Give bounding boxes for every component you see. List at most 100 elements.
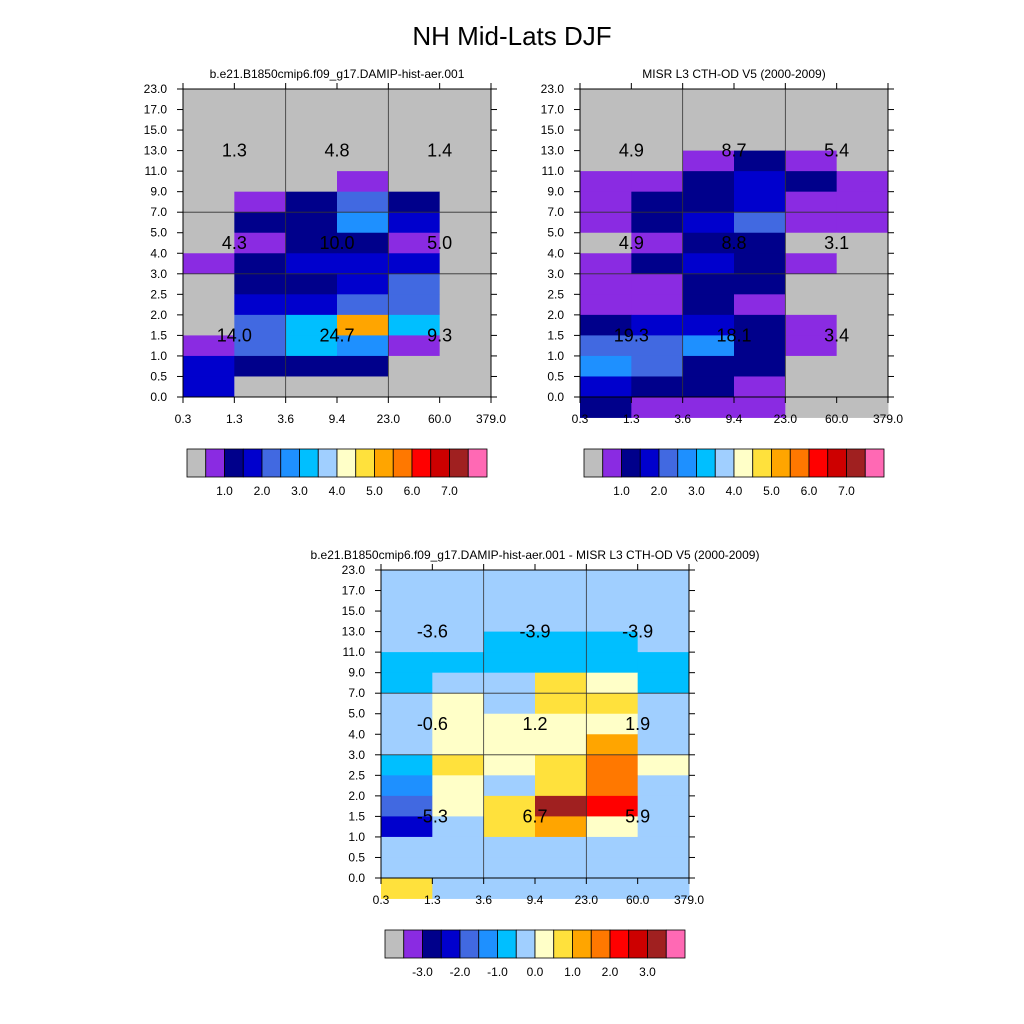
heatmap-cell [483, 693, 536, 715]
block-value-label: 14.0 [217, 325, 252, 345]
heatmap-cell [580, 397, 632, 418]
block-value-label: 5.4 [824, 141, 849, 161]
heatmap-cell [439, 232, 492, 254]
heatmap-cell [183, 130, 235, 151]
colorbar-swatch [467, 448, 488, 478]
heatmap-cell [337, 376, 389, 398]
heatmap-cell [785, 355, 838, 377]
heatmap-cell [432, 590, 485, 612]
heatmap-cell [631, 355, 684, 377]
y-tick-label: 7.0 [547, 205, 564, 219]
heatmap-cell [586, 631, 639, 653]
heatmap-cell [432, 816, 485, 838]
heatmap-cell [586, 590, 639, 612]
heatmap-cell [535, 775, 587, 797]
heatmap-cell [785, 397, 838, 418]
colorbar-swatch [583, 448, 604, 478]
block-value-label: 1.3 [222, 141, 247, 161]
colorbar-swatch [864, 448, 885, 478]
x-tick-label: 3.6 [277, 412, 294, 426]
heatmap-cell [734, 314, 786, 336]
block-value-label: 24.7 [319, 325, 354, 345]
heatmap-cell [637, 816, 690, 838]
colorbar-swatch [609, 929, 630, 959]
heatmap-cell [586, 570, 639, 591]
heatmap-cell [183, 314, 235, 336]
heatmap-cell [432, 795, 485, 817]
heatmap-cell [682, 171, 735, 193]
y-tick-label: 5.0 [547, 226, 564, 240]
heatmap-cell [637, 611, 690, 632]
colorbar-swatch [186, 448, 207, 478]
heatmap-cell [637, 734, 690, 756]
y-tick-label: 4.0 [150, 246, 167, 260]
heatmap-cell [432, 754, 485, 776]
heatmap-cell [734, 171, 786, 193]
heatmap-cell [535, 836, 587, 858]
block-value-label: 4.3 [222, 233, 247, 253]
heatmap-cell [836, 253, 889, 275]
colorbar-label: 3.0 [639, 965, 656, 979]
x-tick-label: 23.0 [377, 412, 401, 426]
y-tick-label: 17.0 [144, 103, 168, 117]
heatmap-cell [183, 253, 235, 275]
colorbar-label: -3.0 [412, 965, 433, 979]
heatmap-cell [637, 570, 690, 591]
colorbar-swatch [515, 929, 536, 959]
heatmap-cell [535, 631, 587, 653]
heatmap-cell [682, 397, 735, 418]
heatmap-cell [631, 314, 684, 336]
heatmap-cell [586, 672, 639, 694]
heatmap-cell [483, 795, 536, 817]
heatmap-cell [285, 355, 338, 377]
heatmap-cell [483, 611, 536, 632]
block-value-label: 8.7 [721, 141, 746, 161]
heatmap-cell [337, 89, 389, 110]
heatmap-cell [682, 376, 735, 398]
heatmap-cell [234, 314, 287, 336]
heatmap-cell [580, 89, 632, 110]
colorbar-label: 2.0 [254, 484, 271, 498]
heatmap-cell [785, 376, 838, 398]
colorbar-swatch [590, 929, 611, 959]
heatmap-cell [388, 314, 441, 336]
colorbar-swatch [714, 448, 735, 478]
heatmap-cell [483, 590, 536, 612]
heatmap-cell [234, 232, 287, 254]
colorbar-swatch [261, 448, 282, 478]
y-tick-label: 1.5 [348, 809, 365, 823]
heatmap-cell [586, 754, 639, 776]
colorbar-label: 2.0 [602, 965, 619, 979]
heatmap-cell [836, 397, 889, 418]
heatmap-cell [785, 253, 838, 275]
heatmap-cell [631, 130, 684, 151]
x-tick-label: 1.3 [623, 412, 640, 426]
x-tick-label: 60.0 [428, 412, 452, 426]
heatmap-cell [836, 335, 889, 357]
y-tick-label: 23.0 [541, 82, 565, 96]
heatmap-cell [381, 611, 433, 632]
colorbar-swatch [242, 448, 263, 478]
heatmap-cell [535, 734, 587, 756]
heatmap-cell [836, 89, 889, 110]
heatmap-cell [285, 109, 338, 131]
heatmap-cell [836, 109, 889, 131]
heatmap-cell [432, 857, 485, 879]
heatmap-cell [586, 693, 639, 715]
heatmap-cell [432, 775, 485, 797]
heatmap-cell [586, 775, 639, 797]
colorbar-swatch [658, 448, 679, 478]
heatmap-cell [637, 878, 690, 899]
heatmap-cell [439, 273, 492, 295]
heatmap-cell [183, 335, 235, 357]
heatmap-cell [337, 191, 389, 213]
heatmap-cell [439, 171, 492, 193]
heatmap-cell [381, 652, 433, 674]
y-tick-label: 7.0 [150, 205, 167, 219]
heatmap-cell [637, 631, 690, 653]
heatmap-cell [682, 355, 735, 377]
colorbar-swatch [677, 448, 697, 478]
colorbar-swatch [621, 448, 641, 478]
heatmap-cell [580, 314, 632, 336]
heatmap-cell [682, 109, 735, 131]
